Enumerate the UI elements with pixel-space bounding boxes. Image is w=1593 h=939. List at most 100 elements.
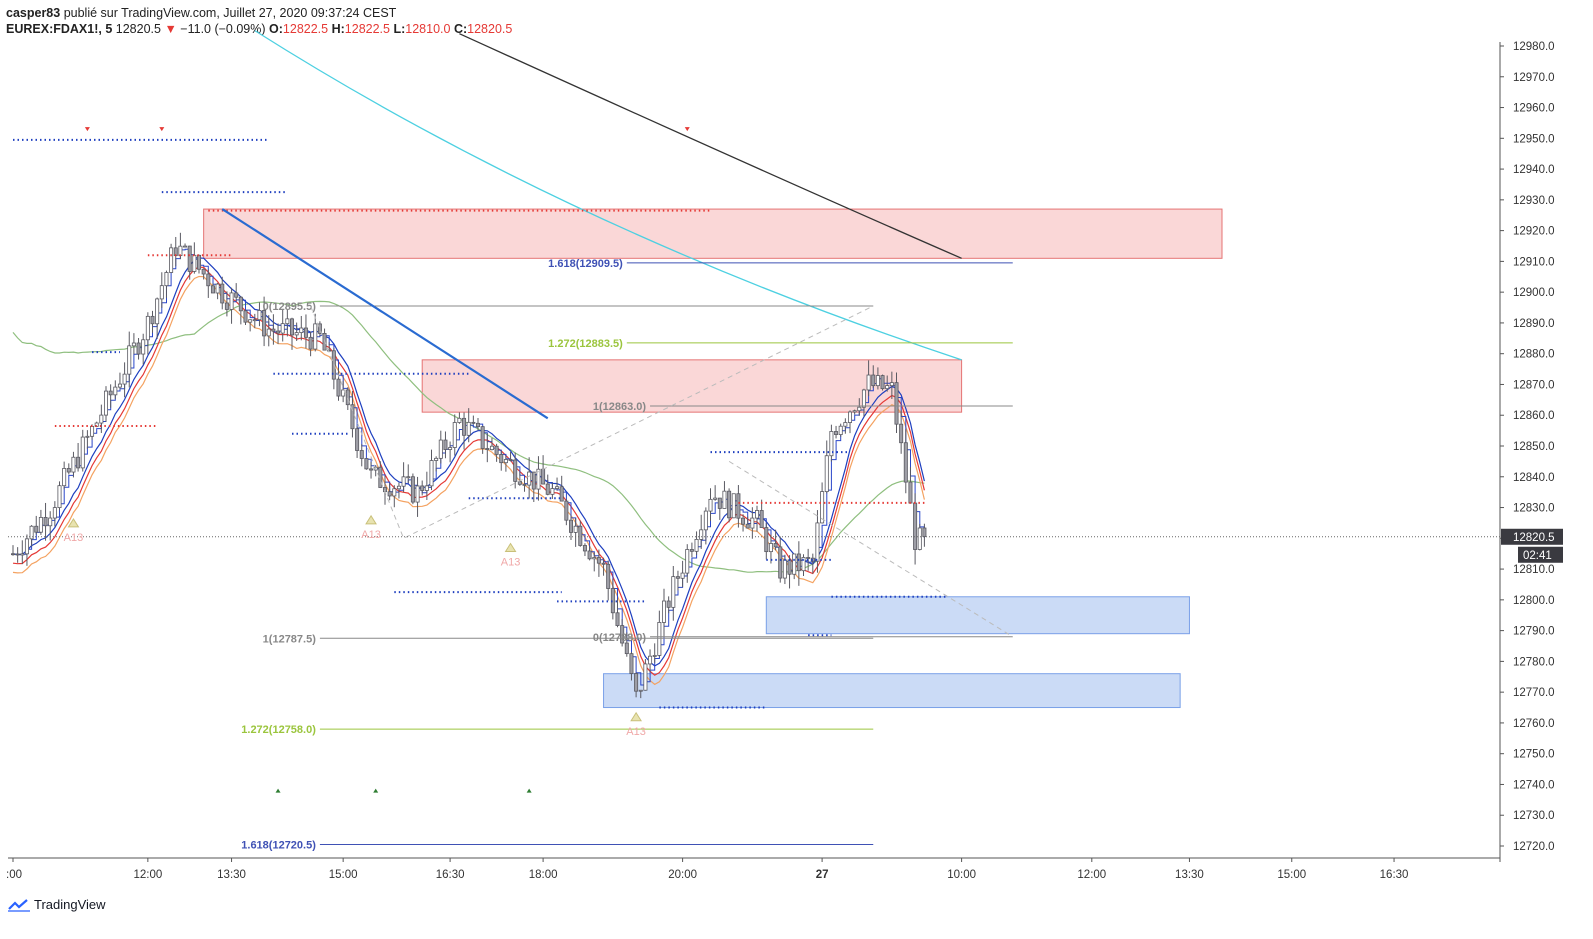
candle-body [229,292,234,310]
candle-body [415,485,420,503]
candle-body [531,471,536,490]
candle-body [564,500,569,521]
author[interactable]: casper83 [6,6,61,20]
candle-body [475,422,480,428]
last-price: 12820.5 [115,22,161,36]
candle-body [424,485,429,491]
candle-body [192,254,197,272]
candle-body [699,529,704,540]
x-tick-label: 20:00 [668,869,697,881]
ma-black-line [459,33,962,259]
candle-body [778,546,783,579]
supply-zone [203,208,1223,259]
candle-body [187,245,192,272]
candle-body [861,389,866,408]
candle-body [489,445,494,451]
candle-body [587,550,592,560]
footer: TradingView [8,897,106,912]
candle-body [629,653,634,674]
candle-body [494,445,499,455]
candle-body [429,460,434,487]
candle-body [722,490,727,509]
candle-body [369,468,374,471]
candle-body [499,454,504,464]
candle-body [680,572,685,579]
candle-body [117,383,122,388]
y-tick-label: 12930.0 [1513,195,1555,207]
x-tick-label: 13:30 [217,869,246,881]
candle-body [196,254,201,270]
candle-body [527,471,532,486]
x-tick-label: 16:30 [1380,869,1409,881]
y-tick-label: 12960.0 [1513,103,1555,115]
candle-body [34,525,39,533]
open-label: O: [269,22,283,36]
y-tick-label: 12780.0 [1513,656,1555,668]
candle-body [569,519,574,533]
candle-body [708,498,713,512]
candle-body [657,622,662,656]
candle-body [606,563,611,589]
candle-body [871,374,876,387]
marker-label: A13 [501,557,521,569]
candle-body [466,421,471,436]
marker-triangle [67,517,80,528]
candle-body [592,557,597,560]
candle-body [573,525,578,533]
candle-body [38,517,43,533]
candle-body [248,319,253,323]
high-value: 12822.5 [344,22,390,36]
candle-body [350,404,355,430]
candle-body [462,417,467,436]
candle-body [638,689,643,692]
candle-body [24,538,29,555]
candle-body [755,510,760,519]
candle-body [555,486,560,489]
candle-body [792,553,797,575]
candle-body [406,476,411,479]
candle-body [545,483,550,495]
marker-triangle [504,542,517,553]
candle-body [885,385,890,390]
close-value: 12820.5 [467,22,513,36]
candle-body [801,557,806,572]
y-tick-label: 12950.0 [1513,133,1555,145]
x-tick-label: 12:00 [133,869,162,881]
last-price-badge [1501,528,1563,545]
candle-body [359,450,364,459]
tradingview-logo-icon[interactable] [8,898,30,912]
publish-info: publié sur TradingView.com, Juillet 27, … [63,6,397,20]
candle-body [443,439,448,450]
candle-body [713,497,718,500]
signal-arrow [159,127,165,132]
candle-body [694,538,699,552]
x-tick-label: 13:30 [1175,869,1204,881]
symbol[interactable]: EUREX:FDAX1!, 5 [6,22,113,36]
y-tick-label: 12940.0 [1513,164,1555,176]
candle-body [396,485,401,490]
candle-body [685,549,690,574]
candle-body [438,439,443,459]
candle-body [303,327,308,338]
y-tick-label: 12790.0 [1513,626,1555,638]
candle-body [224,302,229,310]
footer-brand[interactable]: TradingView [34,897,106,912]
candle-body [550,488,555,495]
x-tick-label: 15:00 [1277,869,1306,881]
candle-body [308,336,313,350]
candle-body [829,431,834,457]
y-tick-label: 12840.0 [1513,472,1555,484]
candle-body [736,493,741,519]
candle-body [448,447,453,450]
candle-body [745,523,750,529]
candle-body [689,549,694,552]
candle-body [666,600,671,608]
y-tick-label: 12770.0 [1513,687,1555,699]
candle-body [582,545,587,552]
candle-body [345,389,350,406]
fib-level-label: 1.272(12883.5) [548,338,623,350]
candle-body [913,502,918,550]
candle-body [15,553,20,556]
candle-body [899,423,904,444]
